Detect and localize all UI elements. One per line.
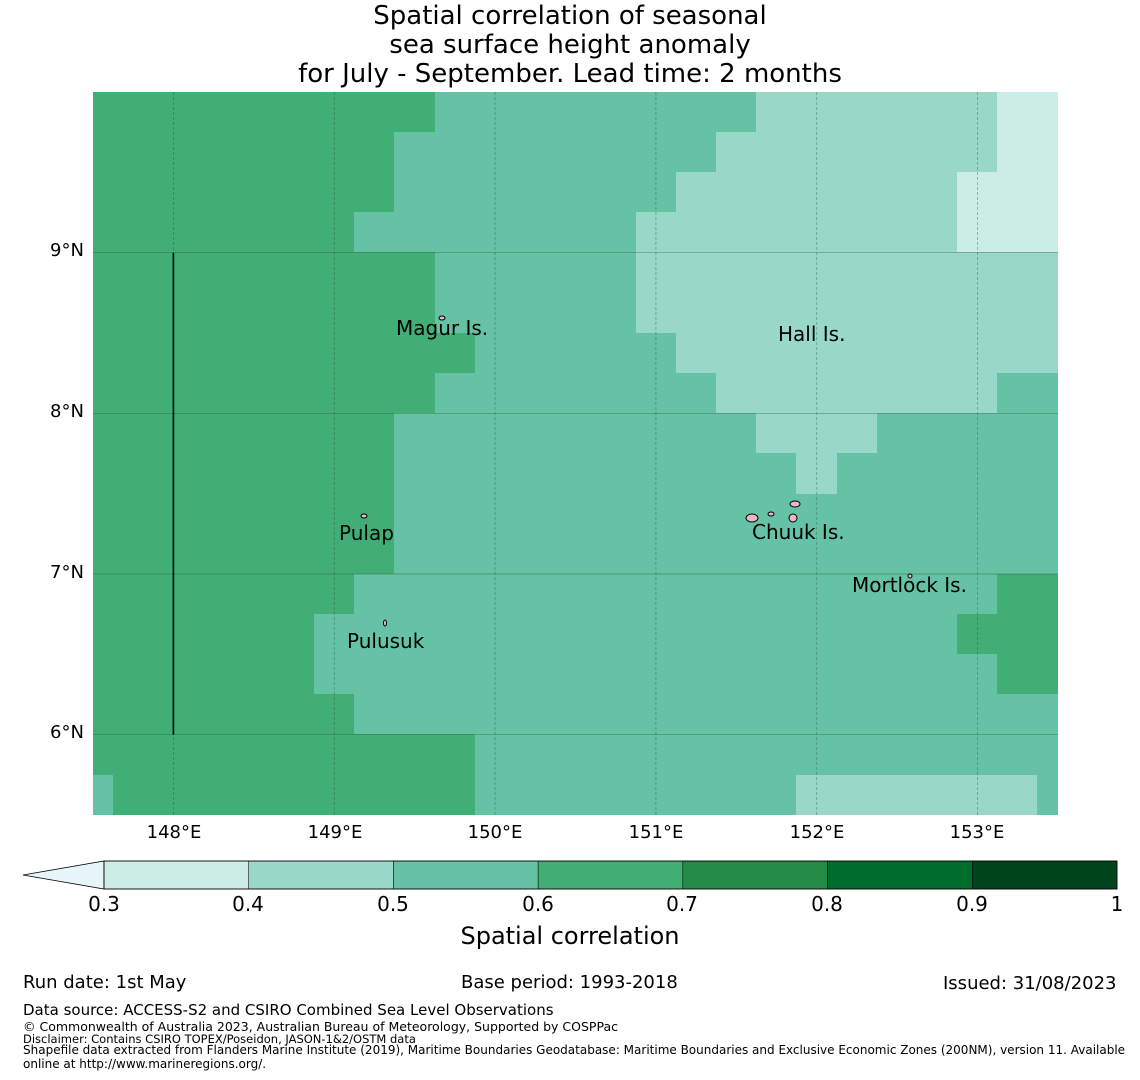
- y-tick-8n: 8°N: [50, 401, 84, 422]
- x-tick-152e: 152°E: [789, 822, 845, 843]
- island-outline: [745, 513, 759, 523]
- correlation-grid: [93, 92, 1058, 815]
- region-0.5-sw-corner: [93, 775, 113, 815]
- shapefile-credit-1: Shapefile data extracted from Flanders M…: [23, 1043, 1126, 1057]
- y-tick-6n: 6°N: [50, 722, 84, 743]
- region-0.4-north: [636, 92, 1058, 494]
- copyright: © Commonwealth of Australia 2023, Austra…: [23, 1019, 618, 1034]
- region-0.4-south: [796, 775, 1037, 815]
- label-pulusuk: Pulusuk: [347, 629, 425, 653]
- label-pulap: Pulap: [339, 521, 394, 545]
- island-outline: [360, 513, 368, 519]
- disclaimer: Disclaimer: Contains CSIRO TOPEX/Poseido…: [23, 1032, 416, 1046]
- shapefile-credit-2: online at http://www.marineregions.org/.: [23, 1057, 267, 1071]
- region-0.3-northeast: [957, 92, 1058, 252]
- y-tick-7n: 7°N: [50, 562, 84, 583]
- colorbar-segment: [682, 860, 828, 890]
- colorbar-segment: [537, 860, 684, 890]
- region-0.4-ne-corner: [1037, 252, 1058, 293]
- colorbar-segment: [393, 860, 539, 890]
- colorbar-segments: [103, 860, 1118, 890]
- cb-tick-1: 1: [1110, 892, 1124, 916]
- issued-date: Issued: 31/08/2023: [943, 973, 1117, 994]
- x-tick-149e: 149°E: [307, 822, 363, 843]
- label-hall-is: Hall Is.: [778, 322, 846, 346]
- cb-tick-0.8: 0.8: [811, 892, 843, 916]
- y-tick-9n: 9°N: [50, 240, 84, 261]
- label-magur-is: Magur Is.: [396, 316, 489, 340]
- cb-tick-0.6: 0.6: [522, 892, 554, 916]
- cb-tick-0.3: 0.3: [88, 892, 120, 916]
- label-chuuk-is: Chuuk Is.: [752, 520, 845, 544]
- island-shapes: [360, 315, 913, 627]
- data-source: Data source: ACCESS-S2 and CSIRO Combine…: [23, 1001, 554, 1019]
- island-outline: [788, 513, 798, 523]
- cb-tick-0.7: 0.7: [666, 892, 698, 916]
- title-line-1: Spatial correlation of seasonal: [373, 1, 767, 31]
- correlation-map: [93, 92, 1058, 815]
- x-tick-148e: 148°E: [146, 822, 202, 843]
- title-line-2: sea surface height anomaly: [389, 30, 751, 60]
- island-outline: [438, 315, 446, 321]
- island-outline: [789, 500, 801, 508]
- cb-tick-0.9: 0.9: [956, 892, 988, 916]
- colorbar-under-arrow: [22, 860, 105, 890]
- colorbar-segment: [248, 860, 394, 890]
- run-date: Run date: 1st May: [23, 972, 187, 993]
- label-mortlock-is: Mortlock Is.: [852, 573, 967, 597]
- x-tick-151e: 151°E: [628, 822, 684, 843]
- cb-tick-0.4: 0.4: [232, 892, 264, 916]
- base-period: Base period: 1993-2018: [461, 972, 678, 993]
- cb-tick-0.5: 0.5: [377, 892, 409, 916]
- island-outline: [383, 619, 387, 627]
- island-outline: [907, 573, 913, 579]
- title-line-3: for July - September. Lead time: 2 month…: [298, 59, 842, 89]
- colorbar-label: Spatial correlation: [460, 922, 680, 950]
- colorbar-segment: [972, 860, 1118, 890]
- island-outline: [767, 511, 775, 517]
- colorbar-segment: [103, 860, 249, 890]
- region-0.6-west: [93, 92, 475, 815]
- colorbar-segment: [827, 860, 973, 890]
- colorbar-frame: [103, 860, 1118, 890]
- x-tick-150e: 150°E: [467, 822, 523, 843]
- region-0.6-southeast: [957, 574, 1058, 694]
- x-tick-153e: 153°E: [949, 822, 1005, 843]
- map-title: Spatial correlation of seasonal sea surf…: [0, 2, 1140, 89]
